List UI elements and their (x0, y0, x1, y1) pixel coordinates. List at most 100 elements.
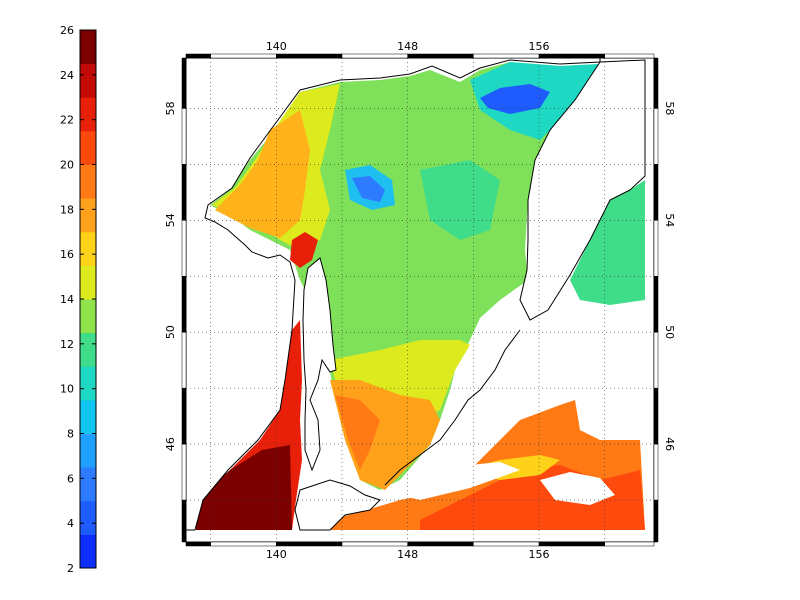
colorbar-tick-label: 2 (67, 562, 74, 575)
colorbar-block (80, 399, 96, 434)
border-bar-right (653, 331, 659, 389)
lon-tick-label-top: 148 (397, 40, 418, 53)
land-hokkaido (294, 479, 381, 531)
sea-surface-temperature-field (196, 62, 645, 530)
colorbar-block (80, 534, 96, 569)
sea-region-sea-of-japan-deep (196, 445, 292, 530)
border-bar-bottom (276, 541, 343, 547)
lon-tick-label-top: 156 (529, 40, 550, 53)
colorbar-tick-label: 18 (60, 203, 74, 216)
border-bar-right (653, 164, 659, 221)
lon-tick-label-top: 140 (266, 40, 287, 53)
border-bar-bottom (341, 541, 408, 547)
sea-region-pacific-north (570, 180, 645, 305)
colorbar-block (80, 433, 96, 468)
sea-region-east-teal (420, 160, 500, 240)
sea-region-northeast-colder (480, 84, 550, 114)
lat-tick-label-left: 46 (164, 437, 177, 451)
map-border-scale (181, 53, 659, 547)
border-bar-top (185, 53, 211, 59)
colorbar-block (80, 130, 96, 165)
border-bar-right (653, 499, 659, 543)
colorbar-block (80, 332, 96, 367)
colorbar-block (80, 299, 96, 334)
border-bar-left (181, 331, 187, 389)
lon-tick-label-bottom: 156 (529, 548, 550, 561)
colorbar-tick-label: 20 (60, 159, 74, 172)
border-bar-left (181, 220, 187, 277)
border-bar-bottom (210, 541, 277, 547)
border-bar-right (653, 220, 659, 277)
colorbar-tick-label: 12 (60, 338, 74, 351)
border-bar-right (653, 387, 659, 445)
border-bar-bottom (473, 541, 540, 547)
lon-tick-label-bottom: 140 (266, 548, 287, 561)
border-bar-left (181, 443, 187, 501)
border-bar-bottom (538, 541, 605, 547)
colorbar-block (80, 467, 96, 502)
sea-region-cold-core-inner (352, 176, 385, 202)
border-bar-left (181, 164, 187, 221)
colorbar-tick-label: 22 (60, 114, 74, 127)
border-bar-right (653, 275, 659, 333)
land-sakhalin (302, 257, 337, 472)
lat-tick-label-right: 50 (663, 325, 676, 339)
colorbar-block (80, 164, 96, 199)
colorbar-tick-label: 16 (60, 248, 74, 261)
border-bar-right (653, 57, 659, 109)
border-bar-left (181, 108, 187, 165)
colorbar-tick-label: 10 (60, 383, 74, 396)
colorbar-tick-label: 26 (60, 24, 74, 37)
border-bar-left (181, 387, 187, 445)
colorbar-tick-label: 24 (60, 69, 74, 82)
border-bar-top (604, 53, 655, 59)
map-tick-labels: 140 148 156 140 148 156 46 50 54 58 46 50 54 58 (164, 40, 676, 561)
colorbar-block (80, 231, 96, 266)
land-kuril-chain (384, 329, 521, 486)
colorbar-block (80, 265, 96, 300)
lat-tick-label-left: 58 (164, 101, 177, 115)
map-gridlines (186, 58, 654, 542)
border-bar-top (210, 53, 277, 59)
colorbar-block (80, 366, 96, 401)
lat-tick-label-left: 54 (164, 213, 177, 227)
border-bar-bottom (185, 541, 211, 547)
border-bar-left (181, 57, 187, 109)
border-bar-bottom (604, 541, 655, 547)
colorbar-block (80, 198, 96, 233)
sea-region-amur (290, 232, 318, 268)
border-bar-right (653, 443, 659, 501)
lat-tick-label-right: 58 (663, 101, 676, 115)
border-bar-top (276, 53, 343, 59)
lat-tick-label-left: 50 (164, 325, 177, 339)
cloud-gap-1 (400, 462, 520, 500)
colorbar-tick-label: 6 (67, 472, 74, 485)
sea-region-south-red (335, 395, 380, 470)
colorbar-block (80, 63, 96, 98)
border-bar-top (473, 53, 540, 59)
border-bar-top (341, 53, 408, 59)
border-bar-left (181, 499, 187, 543)
colorbar-tick-label: 4 (67, 517, 74, 530)
lon-tick-label-bottom: 148 (397, 548, 418, 561)
sea-region-nw-warm (215, 110, 310, 238)
border-bar-left (181, 275, 187, 333)
cloud-gap-2 (540, 472, 615, 505)
colorbar-block (80, 30, 96, 65)
border-bar-bottom (407, 541, 474, 547)
cloud-gap-3 (580, 420, 640, 440)
colorbar-tick-label: 14 (60, 293, 74, 306)
colorbar-blocks (80, 30, 96, 569)
map-panel: 140 148 156 140 148 156 46 50 54 58 46 50 54 58 (164, 40, 676, 561)
colorbar-tick-label: 8 (67, 428, 74, 441)
lat-tick-label-right: 54 (663, 213, 676, 227)
land-kamchatka (519, 59, 646, 321)
border-bar-right (653, 108, 659, 165)
border-bar-top (407, 53, 474, 59)
colorbar-block (80, 500, 96, 535)
lat-tick-label-right: 46 (663, 437, 676, 451)
border-bar-top (538, 53, 605, 59)
